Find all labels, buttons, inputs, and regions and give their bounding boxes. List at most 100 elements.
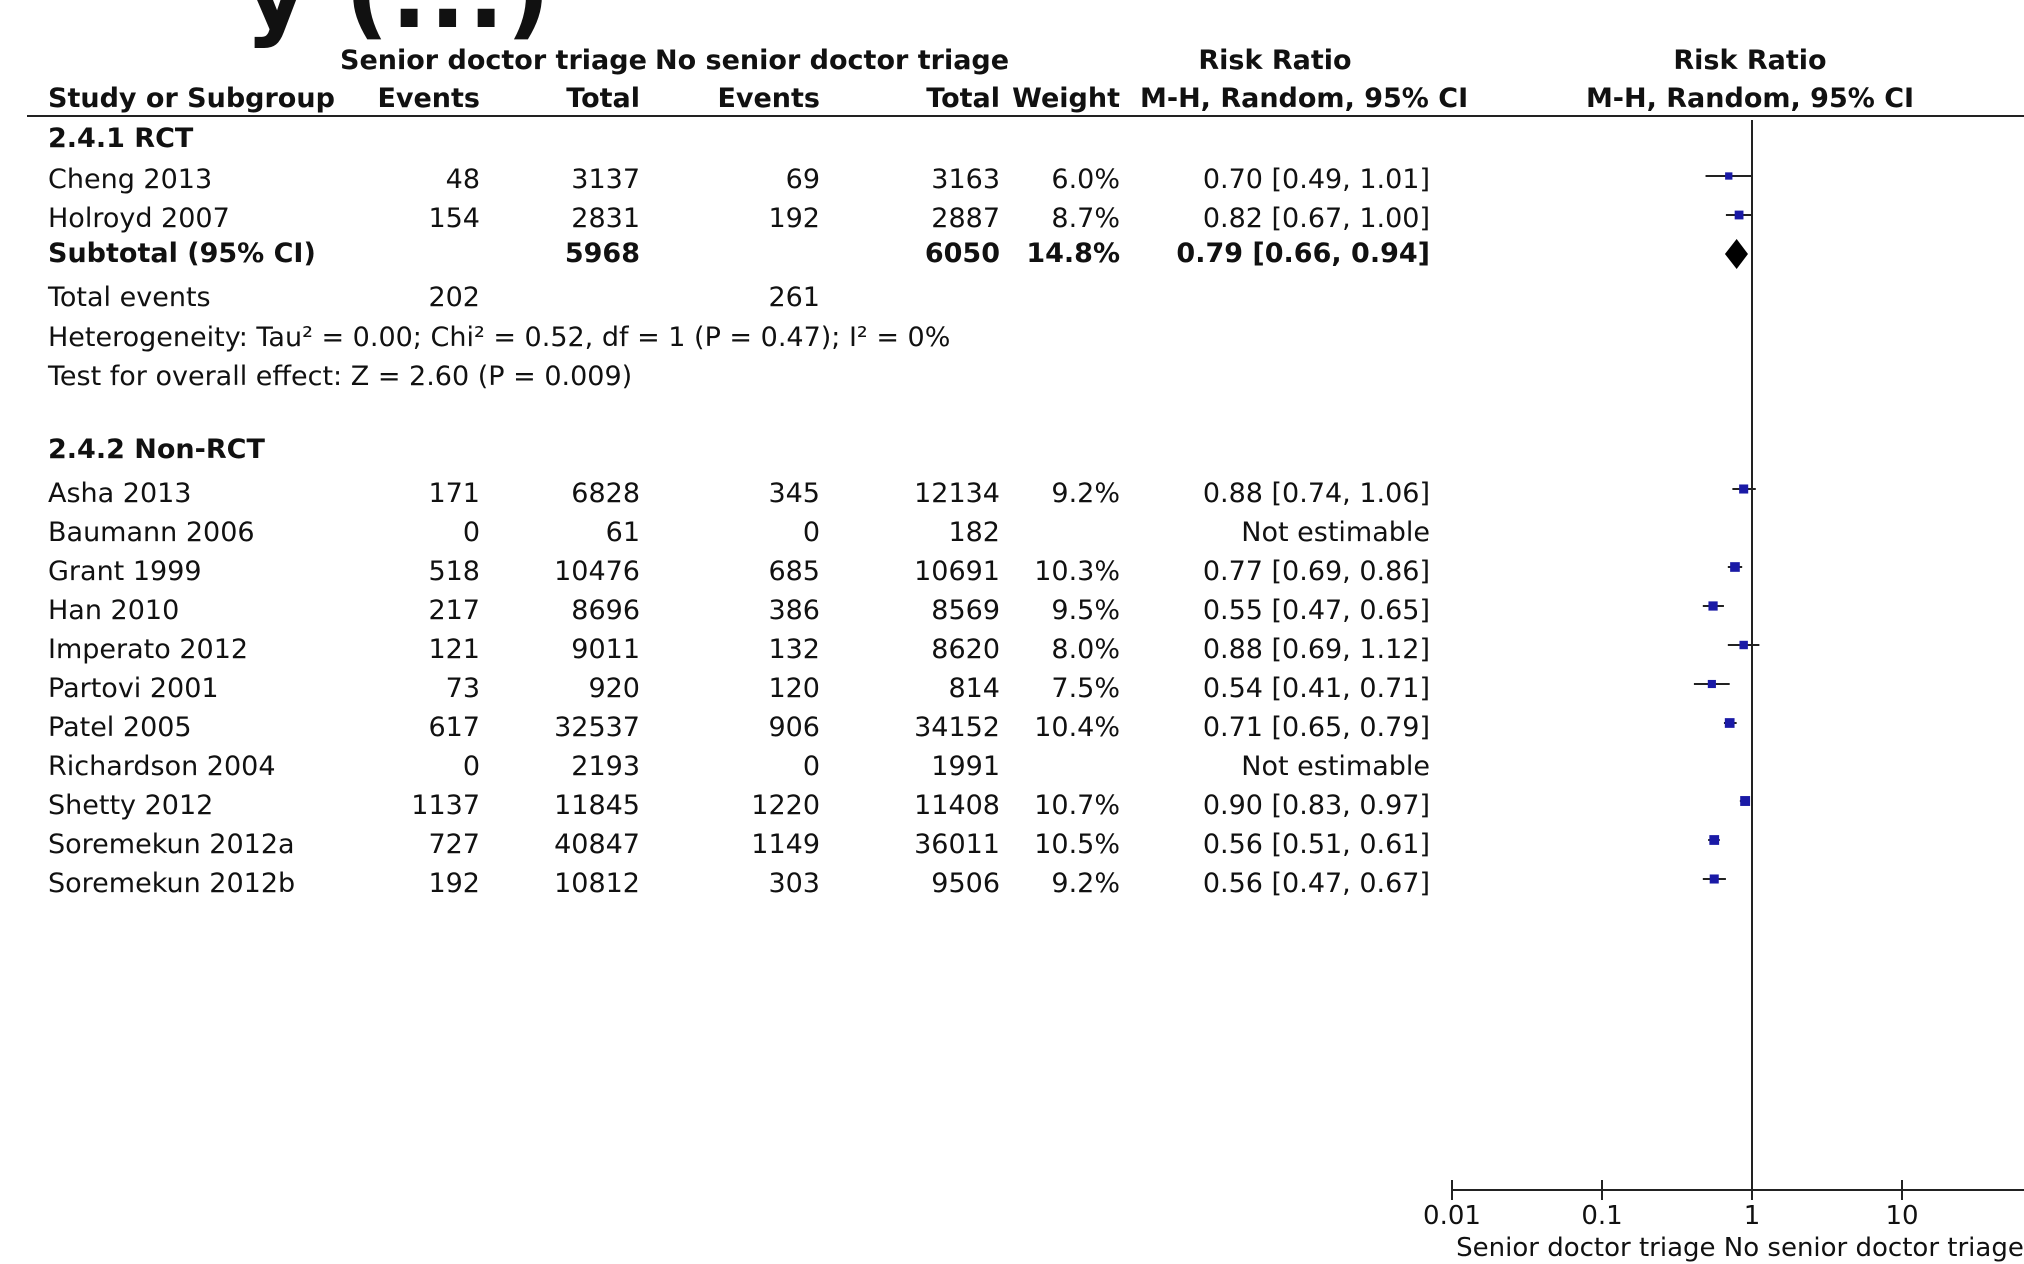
header-events-2: Events — [717, 83, 820, 114]
events-senior: 518 — [428, 556, 480, 587]
x-axis-tick-label: 0.1 — [1581, 1201, 1622, 1231]
risk-ratio-ci: 0.88 [0.74, 1.06] — [1202, 478, 1430, 509]
study-marker — [1734, 210, 1744, 220]
risk-ratio-ci: 0.70 [0.49, 1.01] — [1202, 164, 1430, 195]
subgroup-title: 2.4.1 RCT — [48, 123, 194, 154]
risk-ratio-ci: 0.55 [0.47, 0.65] — [1202, 595, 1430, 626]
events-no-senior: 120 — [768, 673, 820, 704]
header-plot-method: M-H, Random, 95% CI — [1585, 83, 1915, 114]
events-no-senior: 0 — [802, 751, 820, 782]
header-group-senior: Senior doctor triage — [340, 45, 647, 76]
risk-ratio-ci: 0.88 [0.69, 1.12] — [1202, 634, 1430, 665]
study-marker — [1724, 718, 1735, 728]
risk-ratio-ci: 0.56 [0.51, 0.61] — [1202, 829, 1430, 860]
study-marker — [1740, 796, 1751, 806]
total-no-senior: 12134 — [914, 478, 1000, 509]
header-group-no-senior: No senior doctor triage — [655, 45, 1010, 76]
events-no-senior: 1220 — [751, 790, 820, 821]
total-no-senior: 34152 — [914, 712, 1000, 743]
total-no-senior: 8569 — [931, 595, 1000, 626]
risk-ratio-ci: 0.54 [0.41, 0.71] — [1202, 673, 1430, 704]
total-events-2: 261 — [768, 282, 820, 313]
study-name: Richardson 2004 — [48, 751, 276, 782]
subtotal-label: Subtotal (95% CI) — [48, 238, 316, 269]
cut-off-heading: y (...) — [245, 0, 552, 50]
x-axis-tick-label: 10 — [1885, 1201, 1918, 1231]
total-no-senior: 814 — [948, 673, 1000, 704]
events-senior: 192 — [428, 868, 480, 899]
weight-value: 8.7% — [1051, 203, 1120, 234]
events-senior: 0 — [462, 751, 480, 782]
subgroup-title: 2.4.2 Non-RCT — [48, 434, 265, 465]
weight-value: 10.7% — [1034, 790, 1120, 821]
study-marker — [1709, 874, 1719, 884]
risk-ratio-ci: Not estimable — [1241, 751, 1430, 782]
risk-ratio-ci: Not estimable — [1241, 517, 1430, 548]
events-no-senior: 132 — [768, 634, 820, 665]
total-senior: 9011 — [571, 634, 640, 665]
events-senior: 1137 — [411, 790, 480, 821]
total-senior: 8696 — [571, 595, 640, 626]
events-no-senior: 69 — [785, 164, 820, 195]
events-no-senior: 192 — [768, 203, 820, 234]
total-senior: 10812 — [554, 868, 640, 899]
weight-value: 9.2% — [1051, 478, 1120, 509]
overall-effect-text: Test for overall effect: Z = 2.60 (P = 0… — [48, 361, 633, 392]
events-senior: 73 — [445, 673, 480, 704]
total-senior: 6828 — [571, 478, 640, 509]
events-senior: 727 — [428, 829, 480, 860]
weight-value: 9.2% — [1051, 868, 1120, 899]
header-total-2: Total — [926, 83, 1000, 114]
study-name: Han 2010 — [48, 595, 180, 626]
events-senior: 217 — [428, 595, 480, 626]
total-senior: 10476 — [554, 556, 640, 587]
study-name: Imperato 2012 — [48, 634, 249, 665]
events-senior: 0 — [462, 517, 480, 548]
weight-value: 7.5% — [1051, 673, 1120, 704]
subtotal-diamond — [1724, 239, 1748, 269]
total-no-senior: 2887 — [931, 203, 1000, 234]
subtotal-weight: 14.8% — [1026, 238, 1120, 269]
total-senior: 11845 — [554, 790, 640, 821]
header-risk-ratio: Risk Ratio — [1198, 45, 1352, 76]
weight-value: 6.0% — [1051, 164, 1120, 195]
study-marker — [1708, 601, 1718, 611]
events-no-senior: 1149 — [751, 829, 820, 860]
study-name: Cheng 2013 — [48, 164, 213, 195]
weight-value: 10.5% — [1034, 829, 1120, 860]
subtotal-total-2: 6050 — [924, 238, 1000, 269]
x-axis-tick-label: 1 — [1744, 1201, 1761, 1231]
header-rule — [27, 115, 2024, 117]
total-no-senior: 1991 — [931, 751, 1000, 782]
study-marker — [1730, 562, 1740, 572]
risk-ratio-ci: 0.82 [0.67, 1.00] — [1202, 203, 1430, 234]
total-no-senior: 9506 — [931, 868, 1000, 899]
study-name: Patel 2005 — [48, 712, 192, 743]
header-weight: Weight — [1012, 83, 1120, 114]
events-senior: 154 — [428, 203, 480, 234]
x-axis-tick-label: 0.01 — [1423, 1201, 1481, 1231]
events-senior: 171 — [428, 478, 480, 509]
events-no-senior: 303 — [768, 868, 820, 899]
header-study: Study or Subgroup — [48, 83, 335, 114]
risk-ratio-ci: 0.56 [0.47, 0.67] — [1202, 868, 1430, 899]
study-marker — [1739, 640, 1748, 650]
subtotal-ci: 0.79 [0.66, 0.94] — [1176, 238, 1430, 269]
heterogeneity-text: Heterogeneity: Tau² = 0.00; Chi² = 0.52,… — [48, 322, 951, 353]
subtotal-total-1: 5968 — [564, 238, 640, 269]
risk-ratio-ci: 0.77 [0.69, 0.86] — [1202, 556, 1430, 587]
total-events-1: 202 — [428, 282, 480, 313]
study-name: Holroyd 2007 — [48, 203, 230, 234]
total-senior: 61 — [605, 517, 640, 548]
header-rr-method: M-H, Random, 95% CI — [1140, 83, 1469, 114]
events-no-senior: 906 — [768, 712, 820, 743]
total-no-senior: 11408 — [914, 790, 1000, 821]
study-name: Asha 2013 — [48, 478, 192, 509]
header-events-1: Events — [377, 83, 480, 114]
total-no-senior: 182 — [948, 517, 1000, 548]
risk-ratio-ci: 0.90 [0.83, 0.97] — [1202, 790, 1430, 821]
total-senior: 2831 — [571, 203, 640, 234]
events-senior: 48 — [445, 164, 480, 195]
risk-ratio-ci: 0.71 [0.65, 0.79] — [1202, 712, 1430, 743]
